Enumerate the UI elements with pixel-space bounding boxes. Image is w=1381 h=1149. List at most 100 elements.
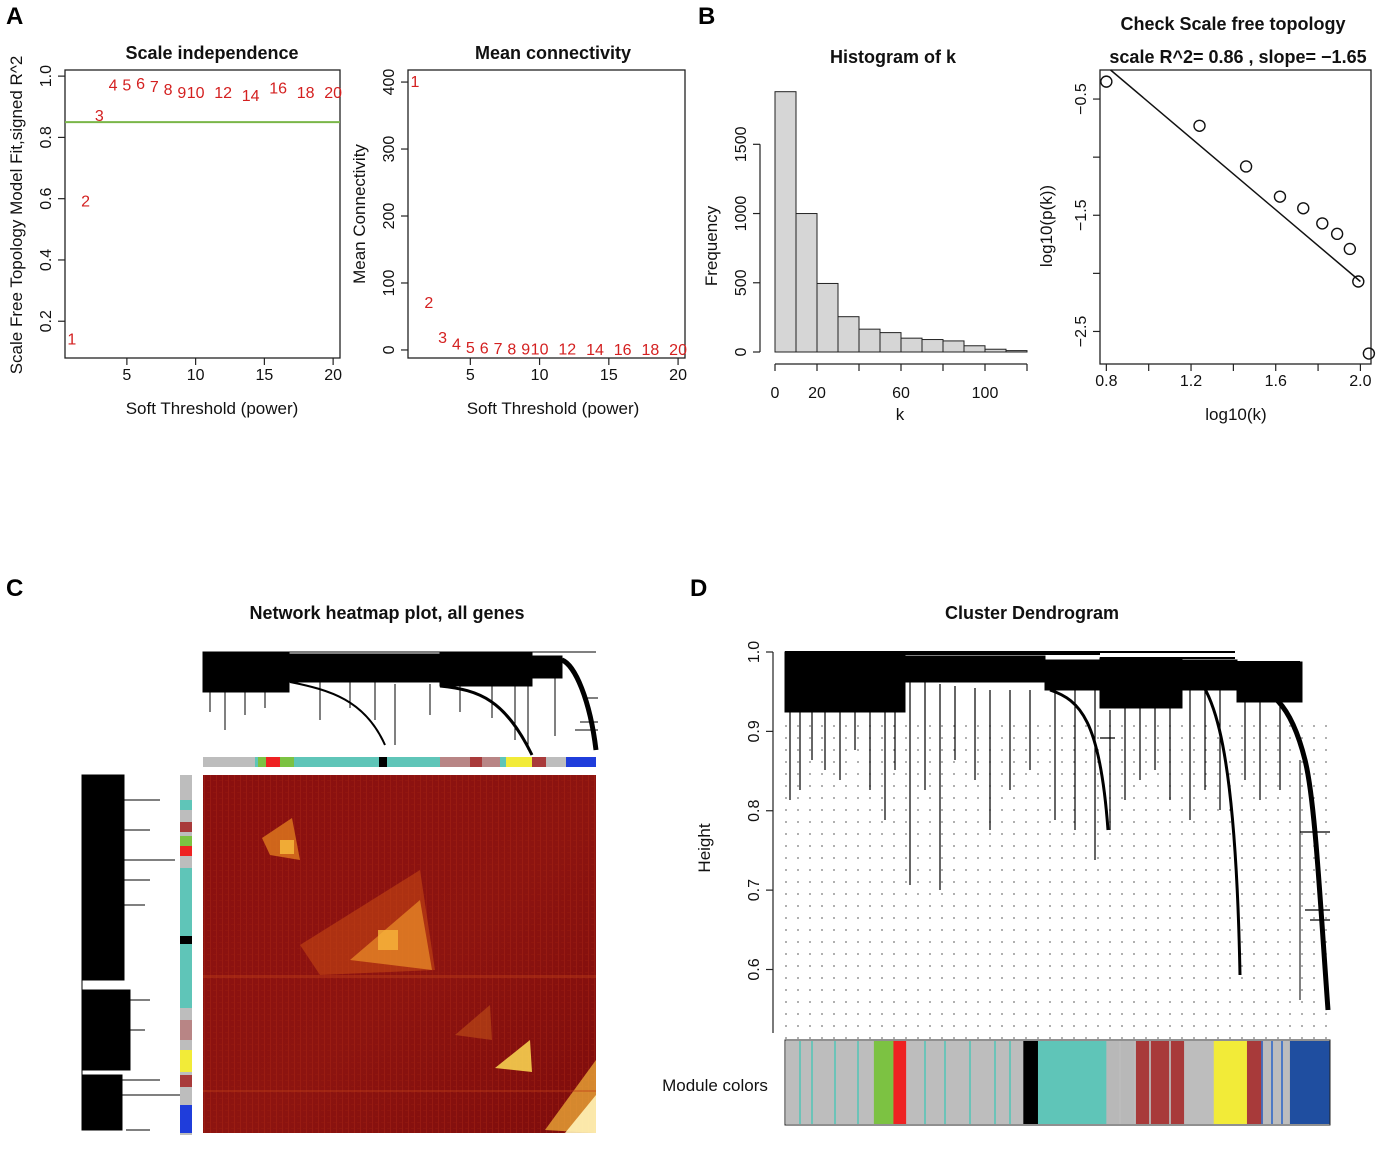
hist-x-tick-label: 20: [808, 385, 826, 402]
left-dendrogram: [81, 774, 190, 1131]
mc-y-tick-label: 400: [381, 69, 398, 96]
degree-point: [1362, 347, 1376, 360]
mc-x-tick-label: 5: [466, 367, 475, 384]
mc-y-tick-label: 300: [381, 136, 398, 163]
module-color-block: [1135, 1041, 1185, 1124]
module-color-block: [906, 1041, 1024, 1124]
power-point-label: 12: [214, 85, 232, 102]
power-point-label: 7: [150, 79, 159, 96]
power-point-label: 12: [558, 342, 576, 359]
degree-point: [1343, 242, 1357, 256]
hist-x-tick-label: 100: [972, 385, 999, 402]
chart-title: Histogram of k: [830, 47, 957, 67]
si-y-tick-label: 1.0: [38, 65, 55, 87]
dendrogram-branches: [784, 651, 1331, 1011]
histogram-bar: [774, 91, 797, 353]
module-colors-label: Module colors: [662, 1076, 768, 1095]
module-color-block: [1246, 1041, 1264, 1124]
power-point-label: 10: [531, 342, 549, 359]
dend-y-tick-label: 0.7: [746, 879, 763, 901]
histogram-bar: [963, 345, 986, 353]
power-point-label: 5: [466, 340, 475, 357]
si-y-tick-label: 0.4: [38, 249, 55, 271]
plot-frame: [64, 69, 341, 359]
chart-title: Cluster Dendrogram: [945, 603, 1119, 623]
histogram-bar: [858, 328, 881, 353]
sf-x-tick-label: 0.8: [1095, 373, 1117, 390]
y-axis-label: Mean Connectivity: [350, 144, 369, 284]
network-heatmap: Network heatmap plot, all genes: [81, 603, 599, 1135]
degree-point: [1273, 190, 1287, 203]
power-point-label: 16: [269, 80, 287, 97]
dend-y-tick-label: 1.0: [746, 641, 763, 663]
power-point-label: 14: [586, 342, 604, 359]
scale-independence-chart: Scale independence 5 10 15 200.20.40.60.81.…: [7, 43, 342, 418]
power-point-label: 6: [480, 341, 489, 358]
dend-y-tick-label: 0.8: [746, 800, 763, 822]
sf-x-tick-label: 2.0: [1349, 373, 1371, 390]
power-point-label: 4: [109, 77, 118, 94]
degree-point: [1352, 275, 1365, 288]
mc-y-tick-label: 100: [381, 270, 398, 297]
power-point-label: 7: [494, 341, 503, 358]
power-point-label: 5: [122, 77, 131, 94]
sf-x-tick-label: 1.2: [1180, 373, 1202, 390]
histogram-bar: [1005, 350, 1028, 353]
sf-y-tick-label: −0.5: [1073, 83, 1090, 115]
y-axis-label: Frequency: [702, 205, 721, 286]
chart-subtitle: scale R^2= 0.86 , slope= −1.65: [1109, 47, 1366, 67]
mc-y-tick-label: 200: [381, 203, 398, 230]
power-point-label: 8: [507, 341, 516, 358]
module-color-block: [893, 1041, 907, 1124]
hist-x-tick-label: 0: [771, 385, 780, 402]
power-point-label: 20: [324, 85, 342, 102]
top-dendrogram: [202, 651, 599, 756]
mc-x-tick-label: 15: [600, 367, 618, 384]
power-point-label: 18: [641, 342, 659, 359]
dend-y-tick-label: 0.6: [746, 958, 763, 980]
mc-x-tick-label: 10: [531, 367, 549, 384]
module-color-block: [1037, 1041, 1107, 1124]
sf-x-tick-label: 1.6: [1265, 373, 1287, 390]
y-axis-label: Height: [695, 823, 714, 872]
power-point-label: 4: [452, 337, 461, 354]
chart-title: Network heatmap plot, all genes: [249, 603, 524, 623]
power-point-label: 6: [136, 76, 145, 93]
si-y-tick-label: 0.2: [38, 310, 55, 332]
module-color-frame: [784, 1039, 1331, 1126]
hist-y-tick-label: 500: [733, 269, 750, 296]
degree-point: [1100, 75, 1113, 88]
power-point-label: 2: [81, 194, 90, 211]
module-color-block: [1023, 1041, 1039, 1124]
panel-label-d: D: [690, 575, 707, 602]
histogram-bar: [942, 340, 965, 353]
power-point-label: 9: [177, 85, 186, 102]
x-axis-label: Soft Threshold (power): [467, 399, 640, 418]
power-point-label: 18: [297, 85, 315, 102]
chart-title: Mean connectivity: [475, 43, 631, 63]
power-point-label: 3: [95, 108, 104, 125]
degree-point: [1239, 160, 1253, 173]
power-point-label: 16: [614, 342, 632, 359]
hist-y-tick-label: 1000: [733, 196, 750, 232]
cluster-dendrogram: Cluster Dendrogram 0.6 0.7 0.8 0.9 1.0 Heigh…: [662, 603, 1331, 1126]
mc-x-tick-label: 20: [669, 367, 687, 384]
power-point-label: 1: [410, 74, 419, 91]
top-module-strip: [203, 757, 596, 767]
panel-label-a: A: [6, 3, 23, 30]
degree-point: [1297, 202, 1310, 215]
hist-y-tick-label: 1500: [733, 126, 750, 162]
power-point-label: 20: [669, 342, 687, 359]
degree-point: [1193, 119, 1206, 132]
module-color-block: [1106, 1041, 1137, 1124]
histogram-bar: [921, 339, 944, 353]
histogram-bar: [879, 332, 902, 353]
module-color-block: [873, 1041, 894, 1124]
histogram-bar: [795, 213, 818, 353]
hist-y-tick-label: 0: [733, 347, 750, 356]
chart-title: Check Scale free topology: [1120, 14, 1345, 34]
x-axis-label: log10(k): [1205, 405, 1266, 424]
sf-y-tick-label: −2.5: [1073, 316, 1090, 348]
power-point-label: 14: [242, 88, 260, 105]
